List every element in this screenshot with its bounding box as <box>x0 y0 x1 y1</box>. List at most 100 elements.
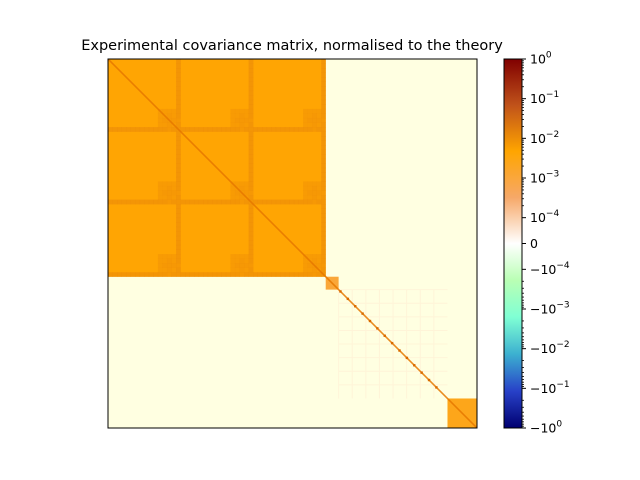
heatmap-cell <box>280 272 286 278</box>
heatmap-cell <box>316 127 322 132</box>
heatmap-cell <box>234 195 240 200</box>
heatmap-cell <box>230 117 236 123</box>
heatmap-cell <box>234 258 240 264</box>
heatmap-cell <box>248 140 254 146</box>
heatmap-cell <box>244 113 249 119</box>
heatmap-cell <box>248 167 254 173</box>
heatmap-cell <box>171 117 177 123</box>
heatmap-cell <box>321 204 327 209</box>
heatmap-cell <box>148 199 154 205</box>
heatmap-cell <box>248 254 254 259</box>
heatmap-cell <box>316 195 322 200</box>
heatmap-cell <box>230 272 236 278</box>
heatmap-cell <box>303 113 308 119</box>
heatmap-cell <box>234 199 240 205</box>
heatmap-cell <box>221 199 227 205</box>
heatmap-cell <box>316 272 322 278</box>
heatmap-cell <box>234 122 240 128</box>
heatmap-cell <box>121 272 127 278</box>
heatmap-cell <box>176 63 181 69</box>
heatmap-diagonal-cell <box>354 305 357 308</box>
heatmap-cell <box>284 272 290 278</box>
heatmap-cell <box>280 127 286 132</box>
heatmap-cell <box>203 199 209 205</box>
heatmap-cell <box>321 136 327 141</box>
heatmap-cell <box>189 127 195 132</box>
heatmap-cell <box>303 195 308 200</box>
colorbar-tick-label: 100 <box>530 51 552 67</box>
heatmap-cell <box>139 127 145 132</box>
heatmap-cell <box>303 267 308 273</box>
heatmap-cell <box>239 258 245 264</box>
heatmap-cell <box>185 127 190 132</box>
heatmap-cell <box>312 190 317 196</box>
heatmap-cell <box>176 90 181 96</box>
heatmap-cell <box>171 195 177 200</box>
heatmap-cell <box>207 127 213 132</box>
heatmap-cell <box>321 77 327 82</box>
heatmap-cell <box>171 267 177 273</box>
heatmap-cell <box>126 127 131 132</box>
heatmap-cell <box>257 272 263 278</box>
heatmap-cell <box>166 199 172 205</box>
heatmap-cell <box>321 213 327 219</box>
heatmap-cell <box>321 149 327 155</box>
heatmap-cell <box>239 263 245 268</box>
heatmap-cell <box>316 199 322 205</box>
heatmap-cell <box>312 185 317 191</box>
heatmap-cell <box>203 272 209 278</box>
heatmap-cell <box>244 190 249 196</box>
heatmap-cell <box>253 127 258 132</box>
heatmap-cell <box>248 113 254 119</box>
heatmap-cell <box>176 86 181 92</box>
heatmap-cell <box>162 185 168 191</box>
chart-title: Experimental covariance matrix, normalis… <box>81 38 503 54</box>
heatmap-cell <box>162 181 168 187</box>
heatmap-cell <box>248 263 254 268</box>
heatmap-cell <box>307 195 313 200</box>
heatmap-cell <box>176 131 181 137</box>
heatmap-cell <box>239 199 245 205</box>
heatmap-cell <box>234 267 240 273</box>
colorbar-tick-label: 0 <box>530 236 538 251</box>
colorbar-tick-label: 10−1 <box>530 90 559 106</box>
heatmap-cell <box>307 267 313 273</box>
heatmap-cell <box>171 263 177 268</box>
heatmap-cell <box>166 254 172 259</box>
heatmap-cell <box>176 113 181 119</box>
heatmap-cell <box>171 254 177 259</box>
heatmap-cell <box>189 272 195 278</box>
heatmap-cell <box>225 272 231 278</box>
heatmap-cell <box>157 113 163 119</box>
heatmap-cell <box>216 272 222 278</box>
heatmap-cell <box>176 231 181 237</box>
heatmap-cell <box>203 127 209 132</box>
heatmap-cell <box>248 172 254 178</box>
heatmap-cell <box>176 195 181 200</box>
heatmap-cell <box>157 267 163 273</box>
heatmap-cell <box>144 127 150 132</box>
heatmap-cell <box>248 231 254 237</box>
heatmap-cell <box>307 190 313 196</box>
heatmap-cell <box>162 263 168 268</box>
heatmap-cell <box>293 127 299 132</box>
heatmap-cell <box>248 226 254 232</box>
heatmap-cell <box>321 267 327 273</box>
heatmap-cell <box>230 267 236 273</box>
heatmap-cell <box>248 208 254 214</box>
heatmap-cell <box>176 235 181 241</box>
heatmap-diagonal-cell <box>398 349 401 352</box>
heatmap-cell <box>307 127 313 132</box>
heatmap-cell <box>271 199 277 205</box>
heatmap-cell <box>230 122 236 128</box>
heatmap-cell <box>312 117 317 123</box>
heatmap-cell <box>112 272 118 278</box>
heatmap-cell <box>157 199 163 205</box>
heatmap-cell <box>157 263 163 268</box>
heatmap-cell <box>321 158 327 164</box>
heatmap-cell <box>171 190 177 196</box>
heatmap-cell <box>266 272 272 278</box>
heatmap-cell <box>257 127 263 132</box>
heatmap-cell <box>244 185 249 191</box>
heatmap-cell <box>194 127 200 132</box>
